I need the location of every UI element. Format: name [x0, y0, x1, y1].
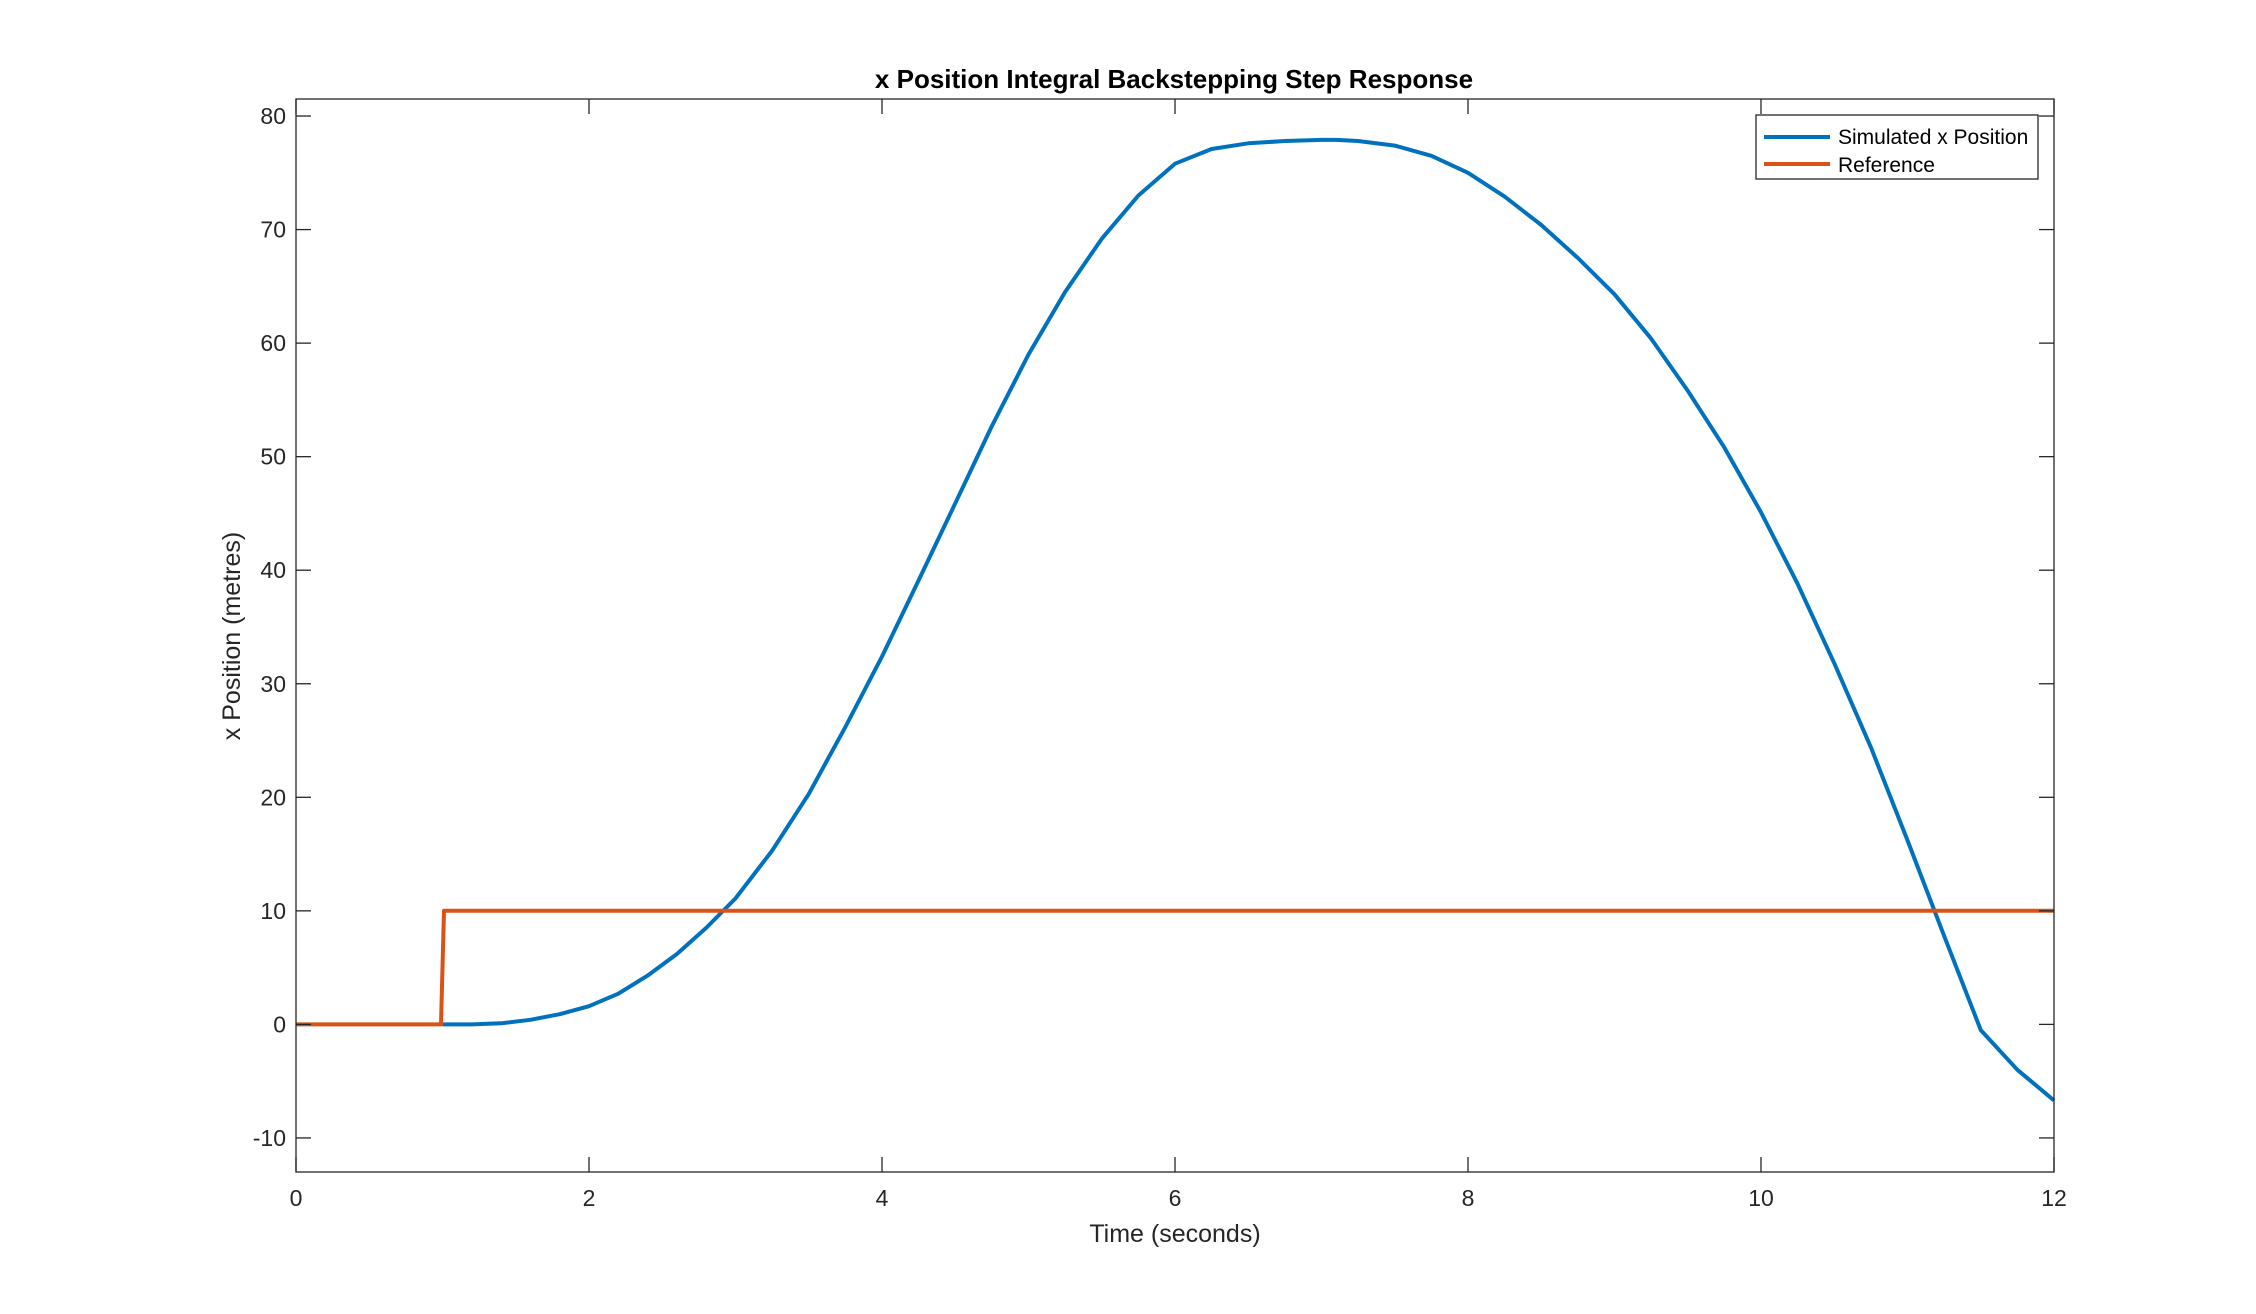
y-tick-label: 80: [260, 103, 286, 129]
x-tick-label: 2: [583, 1185, 596, 1211]
y-tick-label: 50: [260, 444, 286, 470]
y-tick-label: -10: [253, 1125, 286, 1151]
y-tick-label: 40: [260, 557, 286, 583]
series-reference: [296, 908, 2054, 1027]
legend-label-reference: Reference: [1838, 154, 1935, 177]
y-tick-label: 30: [260, 671, 286, 697]
legend-box: [1755, 114, 2039, 180]
legend-label-simulated: Simulated x Position: [1838, 126, 2028, 149]
tick-labels-layer: 0 2 4 6 8 10 12 -10 0 10 20 30 40 50 60 70 80: [253, 103, 2067, 1211]
y-tick-label: 20: [260, 784, 286, 810]
x-tick-label: 6: [1169, 1185, 1182, 1211]
chart-title: x Position Integral Backstepping Step Re…: [875, 64, 1473, 94]
x-tick-label: 0: [290, 1185, 303, 1211]
plot-background: [296, 99, 2054, 1172]
series-simulated-x-position: [442, 137, 2056, 1103]
x-tick-label: 10: [1748, 1185, 1774, 1211]
y-tick-label: 70: [260, 217, 286, 243]
x-tick-label: 4: [876, 1185, 889, 1211]
legend: Simulated x Position Reference: [1755, 114, 2039, 180]
series-layer: [296, 137, 2056, 1103]
x-tick-label: 8: [1462, 1185, 1475, 1211]
x-tick-label: 12: [2041, 1185, 2067, 1211]
plot-area: 0 2 4 6 8 10 12 -10 0 10 20 30 40 50 60 70 80: [253, 98, 2067, 1211]
ticks-layer: [295, 99, 2055, 1172]
y-axis-label: x Position (metres): [218, 532, 246, 740]
y-tick-label: 0: [273, 1011, 286, 1037]
y-tick-label: 60: [260, 330, 286, 356]
x-axis-label: Time (seconds): [1089, 1220, 1260, 1248]
y-tick-label: 10: [260, 898, 286, 924]
